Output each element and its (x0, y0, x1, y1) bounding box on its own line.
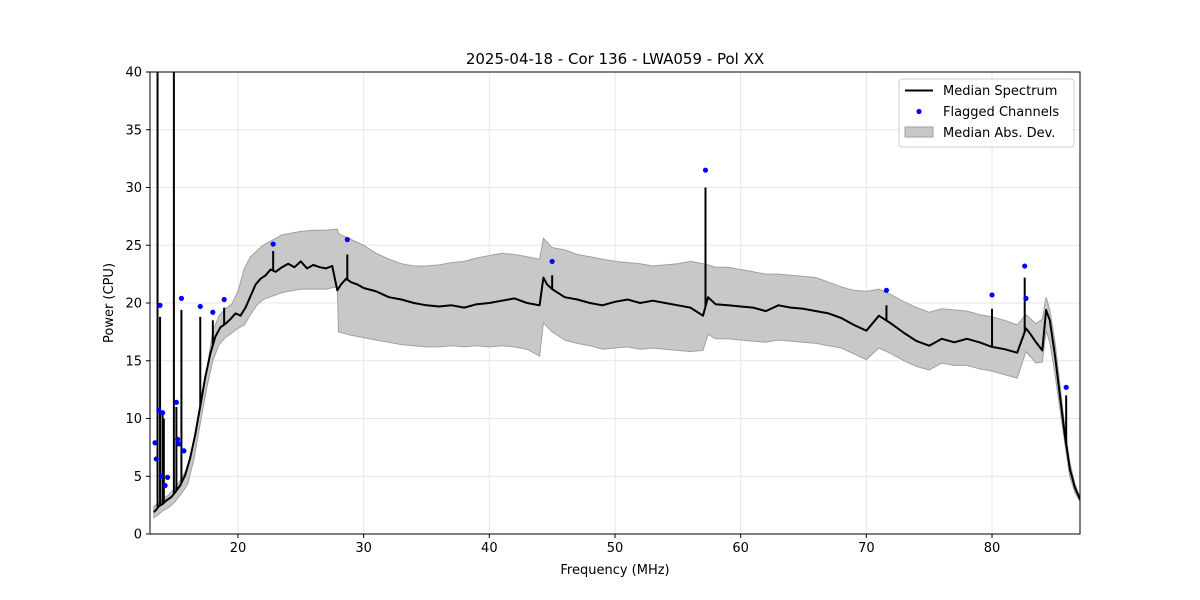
x-axis-label: Frequency (MHz) (560, 563, 669, 578)
flagged-channel-point (221, 296, 227, 303)
y-axis-label: Power (CPU) (102, 263, 117, 343)
y-tick-label: 35 (125, 123, 142, 138)
plot-area (152, 72, 1080, 519)
x-tick-label: 60 (732, 541, 749, 556)
flagged-channel-point (152, 440, 158, 446)
legend-label-mad: Median Abs. Dev. (943, 126, 1055, 141)
flagged-channel-point (176, 441, 182, 447)
flagged-channel-point (178, 295, 185, 301)
y-axis-ticks: 0 5 10 15 20 25 30 35 40 (125, 66, 150, 543)
flagged-channel-point (181, 448, 187, 454)
flagged-channel-point (702, 167, 709, 173)
flagged-channel-point (197, 303, 203, 310)
flagged-channel-point (989, 292, 995, 298)
flagged-channel-point (173, 399, 179, 405)
flagged-channel-point (344, 236, 350, 243)
legend-label-median: Median Spectrum (943, 84, 1057, 99)
flagged-channel-point (157, 302, 163, 308)
legend-patch-swatch (904, 126, 934, 138)
flagged-channel-point (159, 410, 166, 416)
flagged-channel-point (883, 287, 890, 293)
flagged-channel-point (1022, 263, 1028, 269)
y-tick-label: 30 (125, 181, 142, 196)
legend-label-flagged: Flagged Channels (943, 105, 1059, 120)
legend: Median Spectrum Flagged Channels Median … (898, 78, 1075, 148)
mad-band-layer (153, 228, 1080, 519)
flagged-channel-point (164, 474, 171, 481)
flagged-channel-point (1063, 384, 1069, 390)
legend-box (898, 78, 1075, 148)
y-tick-label: 0 (134, 528, 142, 543)
flagged-channel-point (175, 436, 181, 442)
chart-title: 2025-04-18 - Cor 136 - LWA059 - Pol XX (466, 50, 764, 68)
flagged-channel-point (162, 482, 168, 489)
y-tick-label: 25 (125, 239, 142, 254)
x-tick-label: 20 (230, 541, 247, 556)
x-tick-label: 70 (858, 541, 875, 556)
flagged-channel-point (270, 241, 276, 247)
x-tick-label: 50 (607, 541, 624, 556)
flagged-channel-point (158, 473, 164, 479)
y-tick-label: 15 (125, 354, 142, 369)
x-axis-ticks: 20 30 40 50 60 70 80 (230, 534, 1001, 556)
x-tick-label: 40 (481, 541, 498, 556)
flagged-channel-point (210, 309, 216, 315)
flagged-channel-point (153, 456, 159, 462)
flagged-markers-layer (152, 167, 1069, 489)
y-tick-label: 10 (125, 412, 142, 427)
y-tick-label: 5 (134, 470, 142, 485)
y-tick-label: 20 (125, 297, 142, 312)
x-tick-label: 30 (355, 541, 372, 556)
flagged-channel-point (549, 258, 555, 265)
y-tick-label: 40 (125, 66, 142, 81)
flagged-channel-point (156, 407, 162, 414)
x-tick-label: 80 (984, 541, 1001, 556)
median-spectrum-line (153, 260, 1080, 513)
legend-marker-swatch (916, 108, 922, 115)
mad-band (153, 228, 1080, 519)
median-line-layer (153, 260, 1080, 513)
flagged-channel-point (1023, 295, 1029, 301)
